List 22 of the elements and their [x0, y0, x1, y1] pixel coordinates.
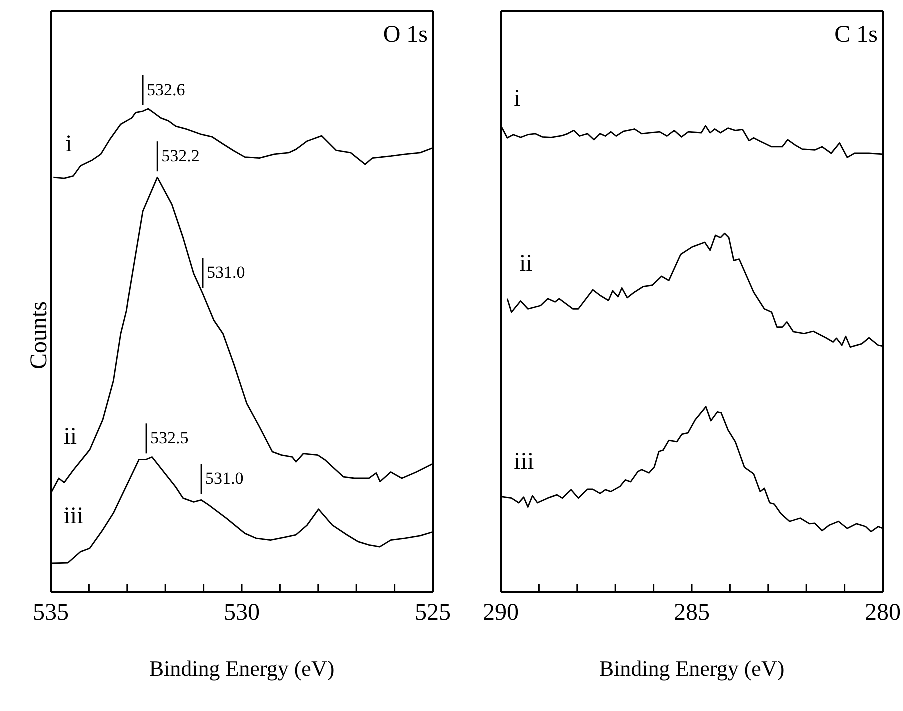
series-label: ii	[64, 424, 78, 450]
x-tick-label: 535	[33, 600, 69, 626]
chart-title: O 1s	[383, 22, 428, 49]
x-tick-label: 285	[674, 600, 710, 626]
annotation: 532.5	[150, 428, 189, 448]
x-axis-title: Binding Energy (eV)	[599, 656, 785, 681]
annotation: 531.0	[207, 262, 246, 282]
series-label: i	[66, 132, 73, 158]
x-axis-title: Binding Energy (eV)	[149, 656, 335, 681]
series-label: ii	[519, 250, 534, 277]
series-label: iii	[514, 448, 534, 475]
series-label: iii	[64, 504, 84, 530]
annotation: 532.2	[162, 146, 200, 166]
chart-title: C 1s	[834, 22, 878, 49]
annotation: 531.0	[206, 469, 244, 488]
x-tick-label: 530	[224, 600, 260, 626]
x-tick-label: 280	[865, 600, 901, 626]
x-tick-label: 525	[415, 600, 451, 626]
y-axis-title: Counts	[26, 302, 53, 370]
series-label: i	[514, 86, 522, 112]
x-tick-label: 290	[483, 600, 519, 626]
annotation: 532.6	[147, 80, 186, 100]
